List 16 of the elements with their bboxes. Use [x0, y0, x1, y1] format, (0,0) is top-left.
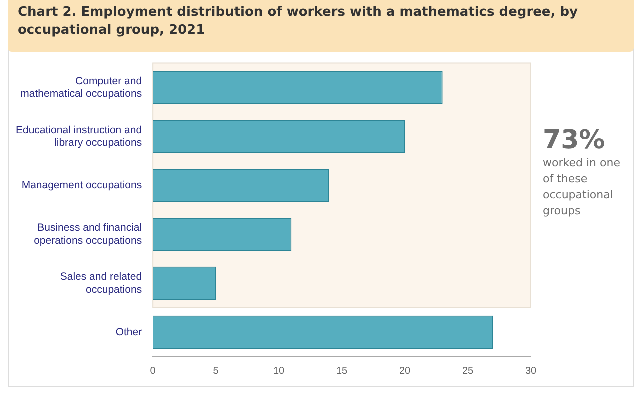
text: worked in one of these occupational groups [543, 156, 621, 218]
y-tick-label: Computer and mathematical occupations [20, 75, 142, 100]
x-tick-label: 5 [213, 366, 220, 377]
x-tick-label: 20 [399, 366, 412, 377]
x-tick-label: 25 [462, 366, 474, 377]
y-tick-label: Educational instruction and library occupations [16, 124, 142, 149]
y-tick-label: Management occupations [22, 180, 142, 192]
y-tick-label: Business and financial operations occupations [34, 222, 142, 247]
y-tick-label: Other [116, 326, 143, 338]
text: 73% [543, 125, 606, 156]
y-tick-label: Sales and related occupations [60, 271, 142, 296]
x-tick-label: 0 [150, 366, 156, 377]
x-tick-label: 10 [273, 366, 286, 377]
x-tick-label: 30 [525, 366, 537, 377]
x-tick-label: 15 [336, 366, 348, 377]
chart-title: Chart 2. Employment distribution of workers with a mathematics degree, by occupational group, 2021 [8, 0, 634, 52]
